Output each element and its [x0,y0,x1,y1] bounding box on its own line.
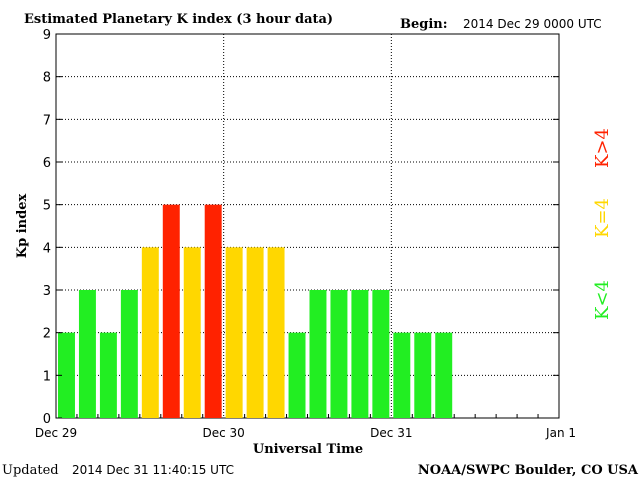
kp-bar [58,332,75,418]
y-tick-label: 4 [43,241,51,256]
kp-bar [120,290,138,418]
x-axis-label: Universal Time [253,442,363,457]
begin-value: 2014 Dec 29 0000 UTC [463,17,602,31]
y-tick-label: 2 [43,327,51,342]
chart-title: Estimated Planetary K index (3 hour data… [24,12,333,27]
legend-item: K=4 [592,198,613,238]
kp-bar [372,290,390,418]
kp-bar [246,247,264,418]
kp-bar [351,290,369,418]
y-axis-ticks: 0 1 2 3 4 5 6 7 8 9 [43,28,559,427]
y-tick-label: 7 [43,113,51,128]
kp-bar [267,247,285,418]
y-tick-label: 5 [43,199,51,214]
grid-lines [56,34,559,418]
kp-bar [393,332,411,418]
y-tick-label: 0 [43,412,51,427]
updated-label: Updated [2,463,59,478]
kp-bar [414,332,432,418]
kp-bar [288,332,306,418]
legend-item: K<4 [592,280,613,320]
y-tick-label: 6 [43,156,51,171]
y-axis-label: Kp index [15,194,30,259]
bars-group [58,204,453,418]
kp-bar [78,290,96,418]
kp-bar [204,204,222,418]
x-tick-label: Jan 1 [545,426,576,440]
updated-value: 2014 Dec 31 11:40:15 UTC [72,463,234,477]
x-axis-ticks: Dec 29 Dec 30 Dec 31 Jan 1 [35,414,576,440]
y-tick-label: 8 [43,71,51,86]
y-tick-label: 3 [43,284,51,299]
begin-label: Begin: [400,17,448,32]
kp-bar [309,290,327,418]
y-tick-label: 1 [43,369,51,384]
y-tick-label: 9 [43,28,51,43]
kp-bar [225,247,243,418]
legend: K<4 K=4 K>4 [592,128,613,320]
x-tick-label: Dec 29 [35,426,77,440]
x-tick-label: Dec 30 [203,426,245,440]
kp-bar [435,332,453,418]
kp-bar [99,332,117,418]
legend-item: K>4 [592,128,613,168]
x-tick-label: Dec 31 [370,426,412,440]
credit-text: NOAA/SWPC Boulder, CO USA [418,463,639,478]
kp-bar [162,204,180,418]
kp-bar [141,247,159,418]
kp-bar [330,290,348,418]
kp-bar [183,247,201,418]
